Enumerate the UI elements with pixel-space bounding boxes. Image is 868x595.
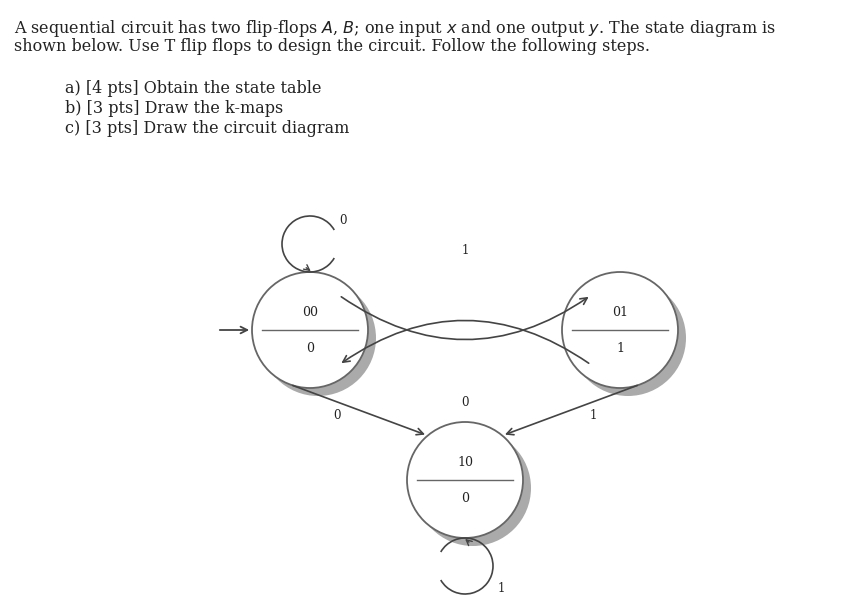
Text: 1: 1 (616, 342, 624, 355)
Text: 01: 01 (612, 306, 628, 319)
Text: 00: 00 (302, 306, 318, 319)
Text: 1: 1 (589, 409, 596, 421)
Text: 0: 0 (306, 342, 314, 355)
Text: b) [3 pts] Draw the k-maps: b) [3 pts] Draw the k-maps (65, 100, 283, 117)
Text: 10: 10 (457, 456, 473, 469)
Text: a) [4 pts] Obtain the state table: a) [4 pts] Obtain the state table (65, 80, 321, 97)
Text: 0: 0 (333, 409, 341, 421)
Ellipse shape (252, 272, 368, 388)
Text: 0: 0 (461, 396, 469, 409)
Ellipse shape (562, 272, 678, 388)
Text: 0: 0 (461, 492, 469, 505)
Ellipse shape (415, 430, 531, 546)
Text: 0: 0 (339, 215, 346, 227)
Text: 1: 1 (497, 583, 504, 595)
Ellipse shape (260, 280, 376, 396)
Text: shown below. Use T flip flops to design the circuit. Follow the following steps.: shown below. Use T flip flops to design … (14, 38, 650, 55)
Ellipse shape (407, 422, 523, 538)
Ellipse shape (570, 280, 686, 396)
Text: A sequential circuit has two flip-flops $\it{A}$, $\it{B}$; one input $\it{x}$ a: A sequential circuit has two flip-flops … (14, 18, 776, 39)
Text: 1: 1 (461, 244, 469, 256)
Text: c) [3 pts] Draw the circuit diagram: c) [3 pts] Draw the circuit diagram (65, 120, 350, 137)
